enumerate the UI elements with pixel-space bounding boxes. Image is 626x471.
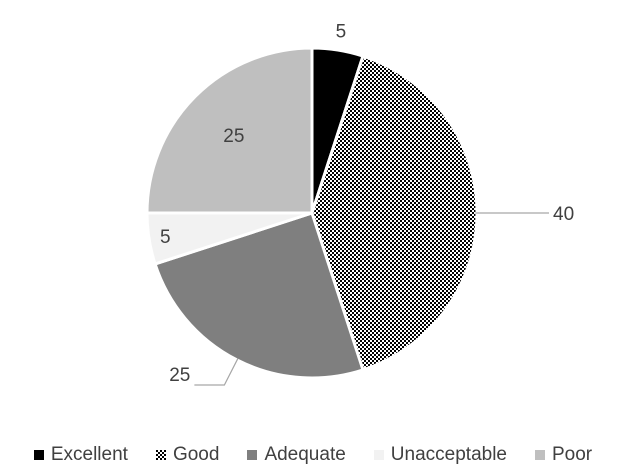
leader-line-adequate [194, 358, 239, 386]
legend-item-good: Good [155, 444, 220, 466]
legend-swatch-good [155, 450, 166, 460]
legend-label-adequate: Adequate [264, 444, 346, 465]
data-label-good: 40 [553, 204, 574, 225]
legend-item-adequate: Adequate [247, 444, 346, 466]
data-label-adequate: 25 [169, 365, 190, 386]
legend-item-excellent: Excellent [33, 444, 128, 466]
chart-legend: Excellent Good Adequate Unacceptable Poor [0, 442, 626, 468]
data-label-poor: 25 [223, 126, 244, 147]
legend-label-poor: Poor [552, 444, 593, 465]
legend-swatch-unacceptable [373, 450, 384, 460]
legend-label-excellent: Excellent [50, 444, 128, 465]
legend-item-poor: Poor [535, 444, 592, 466]
legend-swatch-poor [535, 450, 545, 460]
legend-item-unacceptable: Unacceptable [373, 444, 507, 466]
legend-swatch-excellent [33, 450, 44, 460]
pie-chart: 5 40 25 5 25 [145, 21, 574, 386]
data-label-excellent: 5 [336, 21, 347, 42]
legend-label-unacceptable: Unacceptable [390, 444, 507, 465]
legend-label-good: Good [172, 444, 220, 465]
pie-slice-poor [145, 46, 314, 215]
legend-swatch-adequate [247, 450, 258, 460]
data-label-unacceptable: 5 [160, 227, 171, 248]
